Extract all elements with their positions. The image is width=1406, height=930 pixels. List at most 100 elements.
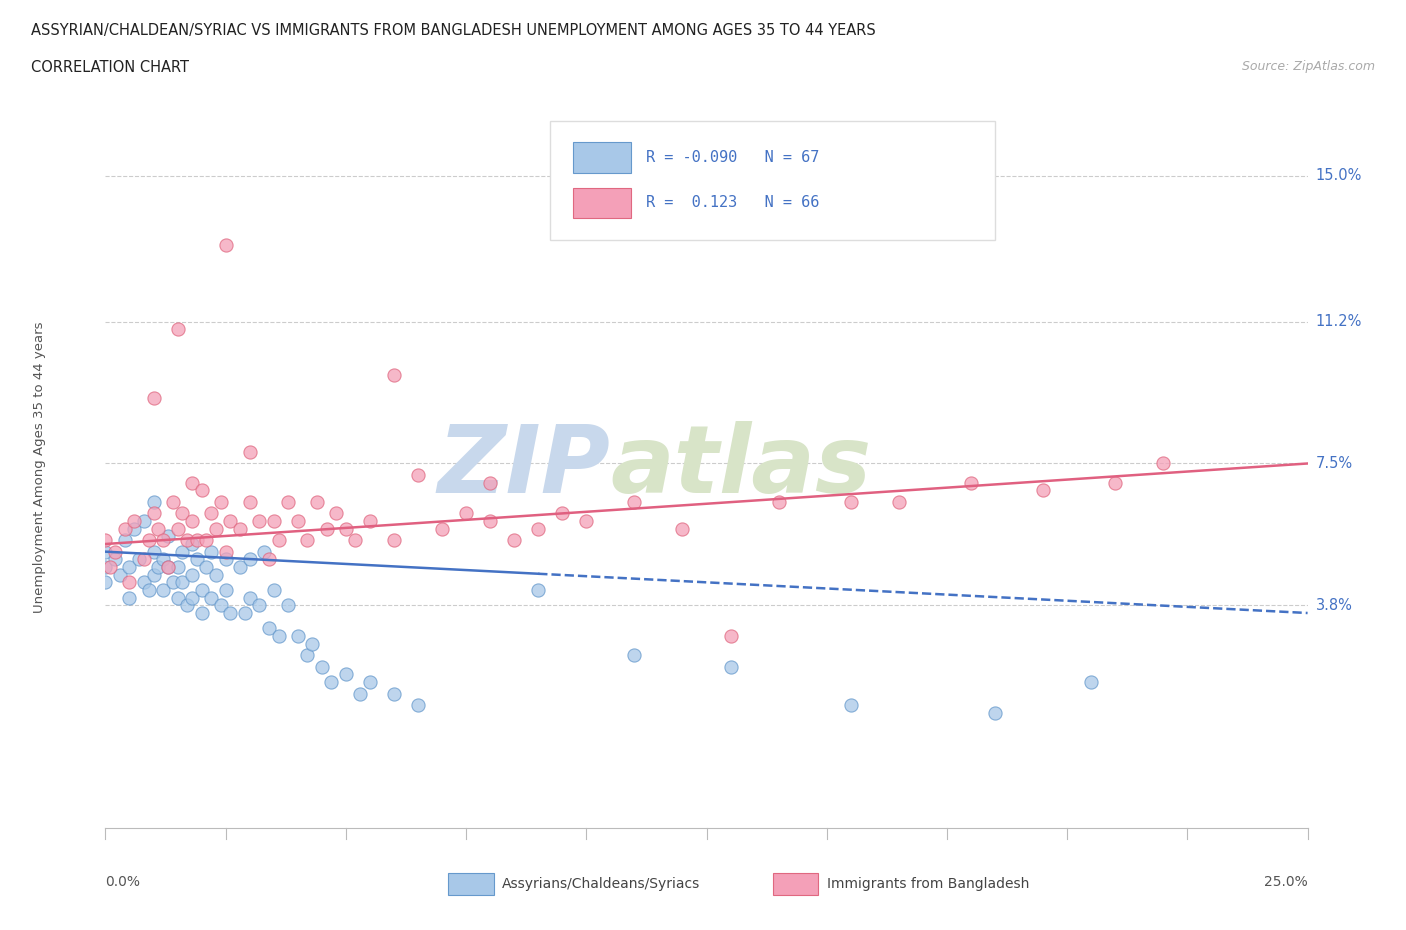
Point <box>200 506 222 521</box>
Text: Source: ZipAtlas.com: Source: ZipAtlas.com <box>1241 60 1375 73</box>
Point <box>186 533 208 548</box>
Point <box>479 513 502 528</box>
Point <box>253 544 276 559</box>
Point <box>575 513 598 528</box>
Text: R = -0.090   N = 67: R = -0.090 N = 67 <box>647 150 820 165</box>
Point <box>214 237 236 252</box>
Point <box>156 560 179 575</box>
Point <box>181 475 204 490</box>
Point <box>94 575 117 590</box>
Point <box>321 674 343 689</box>
Point <box>190 582 212 597</box>
Point <box>94 560 117 575</box>
Point <box>156 529 179 544</box>
Point <box>297 533 319 548</box>
Point <box>214 551 236 566</box>
Point <box>263 582 285 597</box>
Point <box>114 533 136 548</box>
Point <box>132 513 155 528</box>
Point <box>229 521 252 536</box>
Point <box>839 495 862 510</box>
Point <box>162 575 184 590</box>
Text: 25.0%: 25.0% <box>1264 874 1308 888</box>
Point <box>247 598 270 613</box>
Point <box>768 495 790 510</box>
Point <box>104 551 127 566</box>
Point <box>214 544 236 559</box>
Text: Unemployment Among Ages 35 to 44 years: Unemployment Among Ages 35 to 44 years <box>32 322 46 613</box>
Point <box>181 513 204 528</box>
Text: R =  0.123   N = 66: R = 0.123 N = 66 <box>647 195 820 210</box>
Point <box>148 521 170 536</box>
Point <box>382 368 405 383</box>
Point <box>984 705 1007 720</box>
Point <box>305 495 328 510</box>
FancyBboxPatch shape <box>550 122 995 240</box>
Point <box>181 537 204 551</box>
Text: 11.2%: 11.2% <box>1316 314 1362 329</box>
Point <box>239 551 262 566</box>
Point <box>960 475 983 490</box>
Point <box>263 513 285 528</box>
Point <box>214 582 236 597</box>
Point <box>195 533 218 548</box>
Point <box>166 521 188 536</box>
Text: 15.0%: 15.0% <box>1316 168 1362 183</box>
Point <box>1032 483 1054 498</box>
Point <box>195 560 218 575</box>
Point <box>382 533 405 548</box>
Point <box>671 521 693 536</box>
Point <box>1080 674 1102 689</box>
Point <box>190 483 212 498</box>
FancyBboxPatch shape <box>773 873 818 895</box>
Point <box>551 506 574 521</box>
Point <box>108 567 131 582</box>
Point <box>301 636 323 651</box>
Point <box>166 560 188 575</box>
Point <box>142 495 165 510</box>
Point <box>200 591 222 605</box>
Point <box>315 521 337 536</box>
Point <box>349 686 371 701</box>
Point <box>132 551 155 566</box>
Text: ASSYRIAN/CHALDEAN/SYRIAC VS IMMIGRANTS FROM BANGLADESH UNEMPLOYMENT AMONG AGES 3: ASSYRIAN/CHALDEAN/SYRIAC VS IMMIGRANTS F… <box>31 23 876 38</box>
Point <box>142 567 165 582</box>
Point <box>176 598 198 613</box>
FancyBboxPatch shape <box>574 188 631 218</box>
Point <box>257 551 280 566</box>
Point <box>344 533 367 548</box>
Point <box>181 567 204 582</box>
Point <box>114 521 136 536</box>
Point <box>239 591 262 605</box>
Point <box>335 521 357 536</box>
Text: 7.5%: 7.5% <box>1316 456 1353 471</box>
Point <box>229 560 252 575</box>
Point <box>156 560 179 575</box>
Point <box>267 629 290 644</box>
Point <box>118 575 141 590</box>
Point <box>887 495 910 510</box>
Point <box>239 445 262 459</box>
Point <box>181 591 204 605</box>
Point <box>527 521 550 536</box>
Point <box>172 506 194 521</box>
Point <box>152 582 174 597</box>
Point <box>720 659 742 674</box>
Point <box>124 521 146 536</box>
Point <box>132 575 155 590</box>
Point <box>166 591 188 605</box>
Text: 0.0%: 0.0% <box>105 874 141 888</box>
Point <box>335 667 357 682</box>
Point <box>172 544 194 559</box>
Point <box>247 513 270 528</box>
Point <box>152 533 174 548</box>
Point <box>287 513 309 528</box>
Text: atlas: atlas <box>610 421 872 513</box>
Point <box>118 591 141 605</box>
Text: ZIP: ZIP <box>437 421 610 513</box>
Point <box>128 551 150 566</box>
Point <box>839 698 862 712</box>
Point <box>277 598 299 613</box>
Point <box>138 533 160 548</box>
Point <box>527 582 550 597</box>
